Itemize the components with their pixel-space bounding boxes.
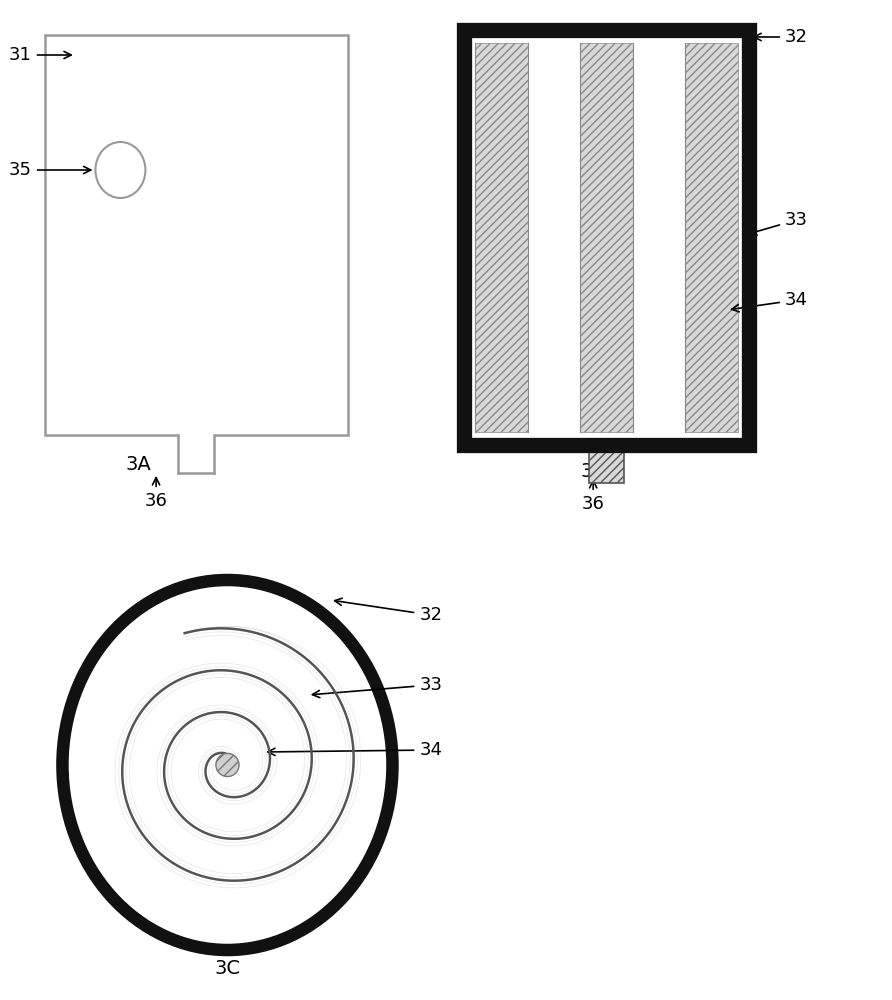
Text: 36: 36 [145, 478, 168, 510]
Bar [475, 43, 528, 432]
Text: 34: 34 [731, 291, 808, 312]
Circle shape [62, 580, 392, 950]
Text: 32: 32 [754, 28, 808, 46]
Text: 31: 31 [9, 46, 71, 64]
Ellipse shape [216, 753, 239, 777]
Text: 36: 36 [582, 481, 605, 513]
Text: 35: 35 [9, 161, 91, 179]
Text: 3C: 3C [214, 959, 241, 978]
Text: 3B: 3B [581, 462, 606, 481]
Text: 33: 33 [749, 211, 808, 235]
Bar [45, 35, 348, 435]
Text: 34: 34 [268, 741, 442, 759]
Bar [589, 445, 624, 483]
Bar [464, 30, 749, 445]
Circle shape [95, 142, 145, 198]
Bar [464, 30, 749, 445]
Bar [685, 43, 738, 432]
Polygon shape [178, 433, 214, 473]
Bar [581, 43, 632, 432]
Text: 33: 33 [312, 676, 442, 698]
Bar [528, 43, 581, 432]
Bar [632, 43, 685, 432]
Text: 3A: 3A [126, 455, 151, 474]
Text: 32: 32 [334, 598, 442, 624]
